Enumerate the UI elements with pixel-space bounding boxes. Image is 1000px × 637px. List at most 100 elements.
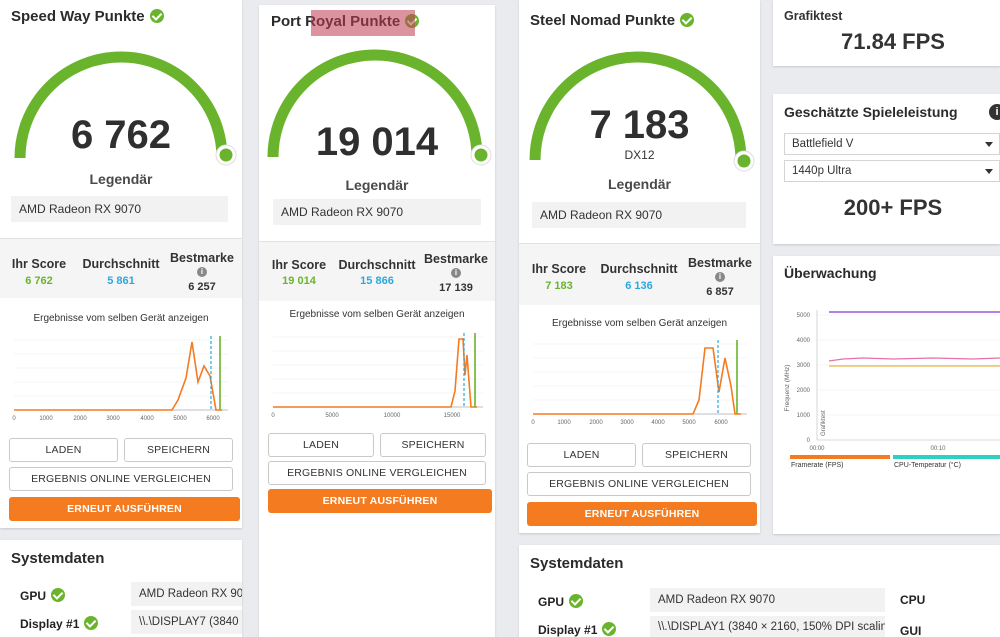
- best-label: Bestmarke i: [424, 252, 488, 278]
- info-icon[interactable]: i: [989, 104, 1000, 120]
- y-tick: 3000: [797, 363, 811, 369]
- preset-select-value: 1440p Ultra: [792, 165, 852, 177]
- score-gauge: [529, 51, 755, 172]
- x-tick: 15000: [444, 413, 461, 419]
- check-icon: [680, 13, 695, 27]
- compare-same-device-label[interactable]: Ergebnisse vom selben Gerät anzeigen: [33, 313, 209, 324]
- rank-label: Legendär: [345, 177, 409, 193]
- average-label: Durchschnitt: [338, 258, 416, 272]
- load-button[interactable]: LADEN: [527, 443, 636, 467]
- systemdata-left: Systemdaten GPU AMD Radeon RX 9070 Displ…: [0, 540, 242, 637]
- info-icon[interactable]: i: [451, 268, 461, 278]
- systemdata-title: Systemdaten: [530, 555, 624, 572]
- score-gauge: [14, 51, 237, 166]
- x-tick: 5000: [682, 420, 696, 426]
- graphics-test-fps: 71.84 FPS: [841, 29, 945, 54]
- check-icon: [569, 594, 584, 608]
- score-distribution-chart: 0 5000 10000 15000: [271, 333, 483, 419]
- x-tick: 6000: [206, 416, 220, 422]
- card-title: Steel Nomad Punkte: [530, 12, 695, 29]
- x-tick: 2000: [589, 420, 603, 426]
- gpu-label: GPU: [20, 588, 66, 603]
- your-score-value: 19 014: [282, 275, 316, 287]
- check-icon: [602, 622, 617, 636]
- chevron-down-icon: [985, 169, 993, 174]
- estimated-fps: 200+ FPS: [843, 195, 943, 220]
- game-performance-panel: Geschätzte Spieleleistung i Battlefield …: [773, 94, 1000, 244]
- average-value: 6 136: [625, 280, 653, 292]
- best-value: 17 139: [439, 282, 473, 294]
- display-value: \\.\DISPLAY1 (3840 × 2160, 150% DPI scal…: [650, 616, 885, 637]
- your-score-value: 7 183: [545, 280, 573, 292]
- monitoring-title: Überwachung: [784, 265, 877, 281]
- info-icon[interactable]: i: [197, 267, 207, 277]
- x-tick: 00:10: [930, 446, 946, 452]
- gpu-value: AMD Radeon RX 9070: [650, 588, 885, 612]
- x-tick: 0: [271, 413, 275, 419]
- save-button[interactable]: SPEICHERN: [380, 433, 486, 457]
- game-performance-title: Geschätzte Spieleleistung: [784, 104, 958, 120]
- gui-label: GUI: [900, 624, 922, 637]
- x-tick: 1000: [39, 416, 53, 422]
- legend-cpu-temp-label[interactable]: CPU-Temperatur (°C): [894, 462, 961, 469]
- score-gauge: [267, 49, 492, 166]
- graphics-test-title: Grafiktest: [784, 9, 843, 23]
- x-tick: 4000: [140, 416, 154, 422]
- average-label: Durchschnitt: [600, 262, 678, 276]
- score-stats: Ihr Score 19 014 Durchschnitt 15 866 Bes…: [259, 241, 495, 301]
- check-icon: [149, 9, 164, 23]
- save-button[interactable]: SPEICHERN: [124, 438, 233, 462]
- compare-same-device-label[interactable]: Ergebnisse vom selben Gerät anzeigen: [289, 309, 465, 320]
- compare-online-button[interactable]: ERGEBNIS ONLINE VERGLEICHEN: [9, 467, 233, 491]
- x-tick: 6000: [714, 420, 728, 426]
- your-score-label: Ihr Score: [11, 257, 67, 271]
- rerun-button[interactable]: ERNEUT AUSFÜHREN: [9, 497, 240, 521]
- compare-online-button[interactable]: ERGEBNIS ONLINE VERGLEICHEN: [268, 461, 486, 485]
- rank-label: Legendär: [89, 171, 153, 187]
- compare-same-device-label[interactable]: Ergebnisse vom selben Gerät anzeigen: [551, 318, 728, 329]
- x-tick: 3000: [620, 420, 634, 426]
- x-tick: 10000: [384, 413, 401, 419]
- game-select[interactable]: Battlefield V: [784, 133, 1000, 155]
- device-name: AMD Radeon RX 9070: [11, 196, 228, 222]
- redaction-overlay: [311, 10, 415, 36]
- compare-online-button[interactable]: ERGEBNIS ONLINE VERGLEICHEN: [527, 472, 751, 496]
- monitoring-chart: Frequenz (MHz) 5000 4000 3000 2000 1000 …: [784, 310, 1000, 452]
- load-button[interactable]: LADEN: [9, 438, 118, 462]
- speedway-card: Speed Way Punkte 6 762 Legendär AMD Rade…: [0, 0, 242, 528]
- x-tick: 5000: [173, 416, 187, 422]
- rerun-button[interactable]: ERNEUT AUSFÜHREN: [268, 489, 492, 513]
- display-label: Display #1: [538, 622, 617, 637]
- load-button[interactable]: LADEN: [268, 433, 374, 457]
- info-icon[interactable]: i: [715, 272, 725, 282]
- y-tick: 5000: [797, 313, 811, 319]
- monitoring-panel: Überwachung Frequenz (MHz) 5000 4000 300…: [773, 256, 1000, 534]
- score-stats: Ihr Score 6 762 Durchschnitt 5 861 Bestm…: [0, 238, 242, 298]
- your-score-label: Ihr Score: [531, 262, 587, 276]
- average-value: 5 861: [107, 275, 135, 287]
- y-axis-label: Frequenz (MHz): [784, 365, 791, 412]
- cpu-label: CPU: [900, 593, 926, 607]
- save-button[interactable]: SPEICHERN: [642, 443, 751, 467]
- x-tick: 3000: [106, 416, 120, 422]
- best-value: 6 857: [706, 286, 734, 298]
- device-name: AMD Radeon RX 9070: [273, 199, 481, 225]
- preset-select[interactable]: 1440p Ultra: [784, 160, 1000, 182]
- score-value: 19 014: [315, 120, 439, 164]
- rank-label: Legendär: [607, 176, 671, 192]
- average-label: Durchschnitt: [82, 257, 160, 271]
- y-tick: 2000: [797, 388, 811, 394]
- y-tick: 0: [807, 438, 811, 444]
- score-value: 6 762: [70, 113, 172, 157]
- legend-framerate-label[interactable]: Framerate (FPS): [791, 462, 844, 469]
- x-tick: 4000: [651, 420, 665, 426]
- steelnomad-card: Steel Nomad Punkte 7 183 DX12 Legendär A…: [519, 0, 760, 533]
- graphics-test-panel: Grafiktest 71.84 FPS: [773, 0, 1000, 66]
- device-name: AMD Radeon RX 9070: [532, 202, 746, 228]
- your-score-value: 6 762: [25, 275, 53, 287]
- systemdata-right: Systemdaten GPU AMD Radeon RX 9070 Displ…: [519, 545, 1000, 637]
- rerun-button[interactable]: ERNEUT AUSFÜHREN: [527, 502, 757, 526]
- x-tick: 5000: [325, 413, 339, 419]
- x-tick: 00:00: [809, 446, 825, 452]
- card-title: Speed Way Punkte: [11, 8, 164, 25]
